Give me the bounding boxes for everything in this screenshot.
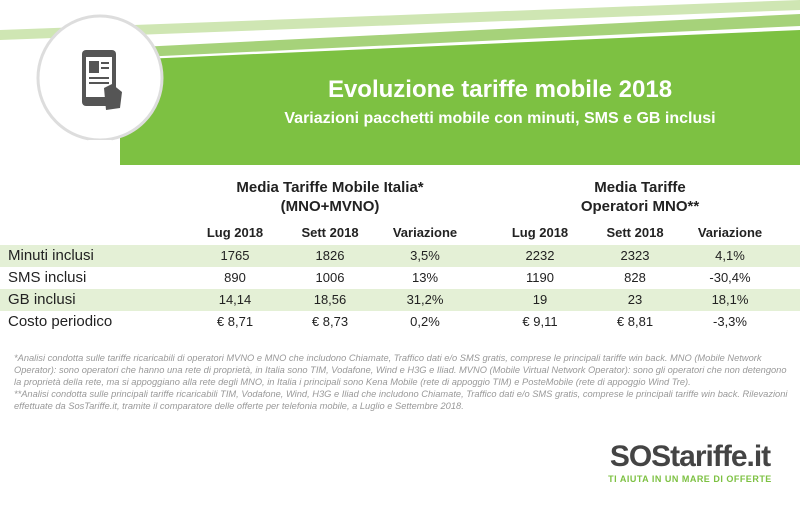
column-header: Lug 2018 (206, 225, 264, 240)
cell: 828 (624, 270, 646, 285)
footnotes: *Analisi condotta sulle tariffe ricarica… (14, 352, 789, 412)
table: Media Tariffe Mobile Italia* (MNO+MVNO) Me… (0, 179, 800, 330)
group-header: Media Tariffe Mobile Italia* (236, 179, 424, 196)
cell: 19 (532, 292, 548, 307)
logo-tagline: TI AIUTA IN UN MARE DI OFFERTE (608, 474, 772, 484)
cell: 18,1% (711, 292, 749, 307)
cell: € 8,81 (616, 314, 654, 329)
footnote: *Analisi condotta sulle tariffe ricarica… (14, 353, 787, 387)
cell: 4,1% (715, 248, 745, 263)
subtitle: Variazioni pacchetti mobile con minuti, … (284, 110, 716, 127)
cell: € 9,11 (522, 314, 558, 329)
cell: 0,2% (410, 314, 440, 329)
column-header: Variazione (392, 225, 458, 240)
footnote: **Analisi condotta sulle principali tari… (14, 389, 788, 411)
cell: 18,56 (313, 292, 347, 307)
group-header: Operatori MNO** (580, 198, 700, 215)
column-header: Sett 2018 (301, 225, 359, 240)
cell: 14,14 (218, 292, 252, 307)
cell: -3,3% (713, 314, 747, 329)
cell: € 8,71 (216, 314, 254, 329)
logo: SOStariffe.it TI AIUTA IN UN MARE DI OFF… (590, 440, 790, 484)
cell: 2232 (525, 248, 555, 263)
cell: 1006 (315, 270, 345, 285)
column-header: Variazione (697, 225, 763, 240)
row-background (0, 289, 800, 311)
title: Evoluzione tariffe mobile 2018 (327, 76, 673, 103)
row-background (0, 245, 800, 267)
cell: 1765 (220, 248, 250, 263)
group-header: (MNO+MVNO) (280, 198, 380, 215)
header-graphic (0, 0, 800, 165)
column-header: Sett 2018 (606, 225, 664, 240)
cell: 3,5% (410, 248, 440, 263)
cell: 2323 (620, 248, 650, 263)
cell: -30,4% (709, 270, 751, 285)
cell: 23 (627, 292, 643, 307)
cell: 890 (224, 270, 246, 285)
logo-name: SOStariffe.it (609, 440, 771, 473)
cell: 13% (411, 270, 439, 285)
cell: 1826 (315, 248, 345, 263)
cell: 1190 (526, 270, 554, 285)
row-label: GB inclusi (8, 291, 76, 308)
column-header: Lug 2018 (511, 225, 569, 240)
cell: 31,2% (406, 292, 444, 307)
cell: € 8,73 (311, 314, 349, 329)
row-label: SMS inclusi (8, 269, 87, 286)
group-header: Media Tariffe (594, 179, 686, 196)
row-label: Costo periodico (8, 313, 113, 330)
row-label: Minuti inclusi (8, 247, 94, 264)
